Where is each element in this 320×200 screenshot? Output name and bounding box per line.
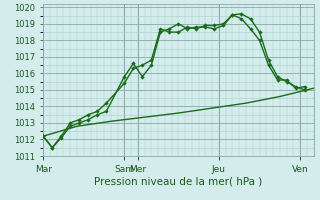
X-axis label: Pression niveau de la mer( hPa ): Pression niveau de la mer( hPa ) — [94, 177, 262, 187]
